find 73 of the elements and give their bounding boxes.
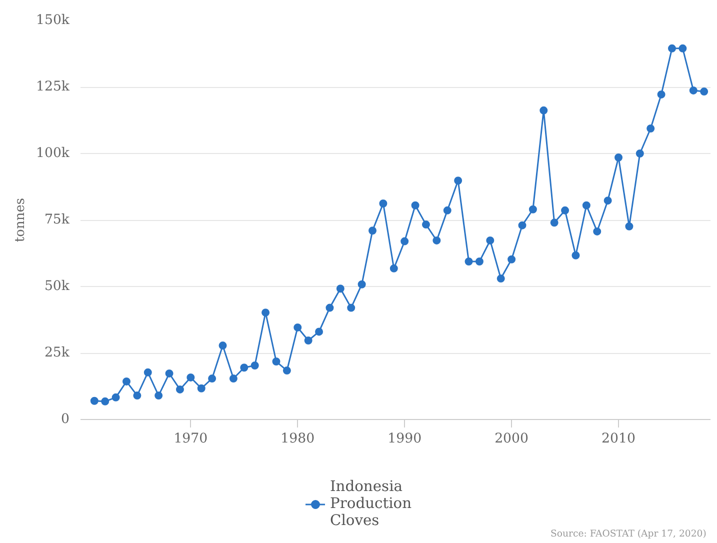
point	[508, 255, 516, 264]
y-tick-label: 50k	[44, 279, 70, 294]
point	[400, 237, 409, 246]
point	[122, 377, 130, 386]
point	[240, 364, 248, 372]
point	[368, 226, 377, 235]
point	[614, 153, 623, 162]
point	[304, 336, 312, 344]
y-tick-label: 125k	[36, 80, 70, 94]
point	[550, 218, 558, 227]
point	[422, 220, 430, 229]
point	[561, 206, 570, 214]
point	[486, 236, 494, 244]
point	[326, 304, 334, 312]
x-tick-label: 1970	[174, 432, 208, 446]
source-note: Source: FAOSTAT (Apr 17, 2020)	[550, 528, 706, 540]
point	[668, 44, 676, 52]
y-tick-label: 100k	[36, 146, 70, 161]
point	[678, 44, 687, 52]
point	[646, 124, 655, 132]
point	[101, 397, 110, 406]
point	[657, 90, 666, 98]
point	[443, 206, 452, 214]
point	[496, 274, 505, 283]
point	[347, 304, 356, 312]
point	[197, 384, 206, 392]
point	[154, 392, 163, 400]
point	[272, 358, 280, 366]
x-tick-label: 2000	[494, 432, 529, 446]
y-tick-label: 75k	[44, 212, 70, 228]
y-tick-label: 25k	[44, 346, 70, 360]
x-tick-label: 1980	[280, 432, 315, 446]
point	[625, 222, 634, 230]
point	[133, 392, 142, 400]
point	[90, 396, 98, 405]
point	[528, 205, 537, 214]
y-tick-label: 150k	[36, 13, 70, 28]
point	[518, 221, 526, 230]
point	[112, 393, 120, 402]
point	[593, 227, 602, 236]
x-tick-label: 1990	[388, 432, 422, 446]
point	[336, 284, 344, 293]
point	[358, 280, 366, 288]
point	[411, 201, 420, 210]
point	[700, 88, 708, 96]
point	[572, 251, 580, 260]
legend-label: Indonesia Production Cloves	[330, 478, 412, 529]
point	[229, 374, 238, 383]
point	[186, 373, 195, 382]
point	[689, 86, 698, 94]
point	[464, 258, 473, 266]
x-tick-label: 2010	[602, 432, 636, 446]
point	[262, 308, 270, 317]
point	[432, 236, 441, 244]
point	[294, 323, 302, 332]
point	[176, 385, 184, 394]
point	[540, 106, 548, 114]
point	[315, 328, 324, 336]
point	[379, 200, 388, 208]
point	[218, 342, 227, 350]
point	[475, 258, 484, 266]
point	[390, 264, 398, 272]
point	[582, 201, 590, 210]
y-axis-title: tonnes	[12, 198, 28, 242]
point	[282, 366, 291, 375]
point	[208, 374, 216, 383]
point	[454, 176, 462, 185]
point	[250, 362, 259, 370]
point	[165, 369, 174, 378]
y-tick-label: 0	[61, 412, 70, 427]
point	[604, 196, 612, 205]
point	[144, 368, 152, 376]
point	[636, 150, 644, 158]
